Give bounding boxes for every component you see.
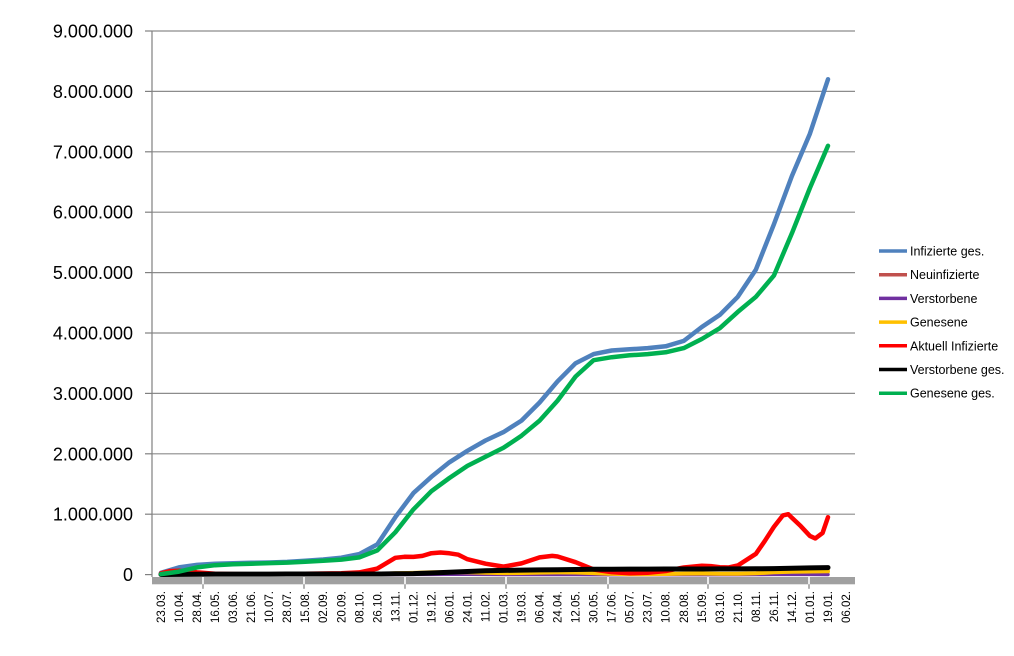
legend-label: Genesene ges.: [910, 387, 995, 401]
y-axis-tick-label: 8.000.000: [53, 82, 133, 102]
legend-item-aktuell-infizierte: Aktuell Infizierte: [879, 339, 998, 353]
x-axis-tick-label: 30.05.: [589, 591, 601, 623]
x-axis-tick-slit: [303, 577, 305, 585]
x-axis-tick-slit: [707, 577, 709, 585]
x-axis-tick-slit: [808, 577, 810, 585]
x-axis-tick-label: 24.01.: [462, 591, 474, 623]
x-axis-tick-slit: [202, 577, 204, 585]
legend-item-genesene: Genesene: [879, 316, 968, 330]
x-axis-tick-label: 15.09.: [697, 591, 709, 623]
series-line-infizierte-ges: [158, 77, 831, 576]
y-axis-tick-label: 2.000.000: [53, 444, 133, 464]
y-axis-tick-label: 1.000.000: [53, 505, 133, 525]
legend-item-infizierte-ges: Infizierte ges.: [879, 245, 984, 259]
x-axis-tick-label: 13.11.: [390, 591, 402, 622]
x-axis-tick-label: 06.02.: [841, 591, 853, 623]
y-axis-tick-label: 9.000.000: [53, 22, 133, 42]
x-axis-tick-label: 08.11.: [751, 591, 763, 622]
y-axis-tick-label: 7.000.000: [53, 142, 133, 162]
x-axis-tick-label: 28.04.: [192, 591, 204, 623]
x-axis-tick-label: 19.12.: [426, 591, 438, 623]
x-axis-tick-label: 06.01.: [444, 591, 456, 623]
x-axis-tick-label: 10.07.: [264, 591, 276, 623]
x-axis-tick-label: 08.10.: [354, 591, 366, 623]
x-axis-tick: [202, 584, 204, 589]
x-axis-tick: [607, 584, 609, 589]
x-axis-band: [152, 577, 855, 585]
series-line-genesene-ges: [158, 143, 831, 577]
x-axis-tick-label: 10.04.: [174, 591, 186, 623]
x-axis-tick-label: 06.04.: [535, 591, 547, 623]
x-axis-tick-label: 19.01.: [823, 591, 835, 623]
legend-item-verstorbene: Verstorbene: [879, 292, 977, 306]
x-axis-tick-label: 05.07.: [625, 591, 637, 623]
legend-label: Verstorbene: [910, 292, 977, 306]
x-axis-tick: [707, 584, 709, 589]
x-axis-tick-label: 14.12.: [787, 591, 799, 623]
x-axis-tick-slit: [607, 577, 609, 585]
legend-label: Aktuell Infizierte: [910, 339, 998, 353]
x-axis-tick-label: 28.08.: [679, 591, 691, 623]
legend-label: Verstorbene ges.: [910, 363, 1005, 377]
x-axis-tick: [808, 584, 810, 589]
x-axis-tick-label: 28.07.: [282, 591, 294, 623]
y-axis-tick-label: 4.000.000: [53, 324, 133, 344]
x-axis-tick-label: 21.06.: [246, 591, 258, 623]
x-axis-tick-label: 20.09.: [336, 591, 348, 623]
x-axis-tick-label: 03.06.: [228, 591, 240, 623]
x-axis-tick-label: 26.10.: [372, 591, 384, 623]
x-axis-tick: [505, 584, 507, 589]
x-axis-tick: [404, 584, 406, 589]
x-axis-tick-label: 26.11.: [769, 591, 781, 622]
x-axis-tick-slit: [505, 577, 507, 585]
x-axis-tick-label: 02.09.: [318, 591, 330, 623]
y-axis-tick-label: 5.000.000: [53, 263, 133, 283]
series-line-verstorbene-ges: [158, 565, 831, 577]
x-axis-tick-label: 01.01.: [805, 591, 817, 623]
x-axis-tick-label: 24.04.: [553, 591, 565, 623]
legend-label: Neuinfizierte: [910, 268, 980, 282]
x-axis-tick-label: 21.10.: [733, 591, 745, 623]
x-axis-tick-label: 12.05.: [571, 591, 583, 623]
x-axis-tick-label: 03.10.: [715, 591, 727, 623]
legend-item-genesene-ges: Genesene ges.: [879, 387, 995, 401]
x-axis-tick-label: 23.03.: [156, 591, 168, 623]
legend-label: Genesene: [910, 316, 968, 330]
legend-label: Infizierte ges.: [910, 245, 984, 259]
x-axis-tick-label: 10.08.: [661, 591, 673, 623]
x-axis-tick: [303, 584, 305, 589]
legend-item-verstorbene-ges: Verstorbene ges.: [879, 363, 1005, 377]
x-axis-tick-label: 01.03.: [499, 591, 511, 623]
x-axis-tick-slit: [404, 577, 406, 585]
y-axis-tick-label: 3.000.000: [53, 384, 133, 404]
x-axis-tick-label: 15.08.: [300, 591, 312, 623]
x-axis-tick-label: 16.05.: [210, 591, 222, 623]
y-axis-tick-label: 6.000.000: [53, 203, 133, 223]
x-axis-tick-label: 19.03.: [517, 591, 529, 623]
x-axis-tick-label: 01.12.: [408, 591, 420, 623]
y-axis-tick-label: 0: [123, 565, 133, 585]
x-axis-tick-label: 23.07.: [643, 591, 655, 623]
x-axis-tick-label: 17.06.: [607, 591, 619, 623]
legend-item-neuinfizierte: Neuinfizierte: [879, 268, 980, 282]
x-axis-tick-label: 11.02.: [480, 591, 492, 622]
